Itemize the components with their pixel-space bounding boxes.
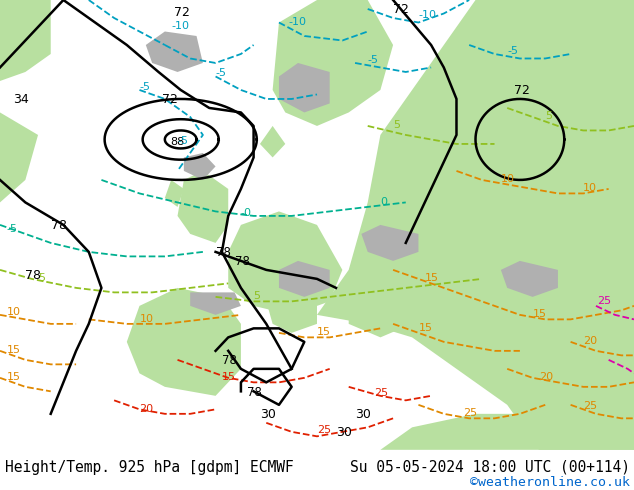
Text: 10: 10 — [583, 183, 597, 193]
Text: 0: 0 — [380, 196, 387, 207]
Polygon shape — [266, 252, 317, 333]
Polygon shape — [501, 261, 558, 297]
Text: 15: 15 — [418, 322, 432, 333]
Text: 15: 15 — [222, 372, 236, 382]
Text: 15: 15 — [6, 345, 20, 355]
Text: -5: -5 — [368, 55, 378, 65]
Text: 10: 10 — [139, 314, 153, 323]
Text: 78: 78 — [216, 246, 230, 259]
Text: 25: 25 — [583, 401, 597, 411]
Text: ©weatheronline.co.uk: ©weatheronline.co.uk — [470, 476, 630, 489]
Text: 15: 15 — [533, 309, 547, 319]
Text: 72: 72 — [393, 3, 409, 17]
Text: -10: -10 — [418, 10, 436, 20]
Text: 10: 10 — [501, 174, 515, 184]
Text: 72: 72 — [174, 6, 190, 19]
Polygon shape — [184, 153, 216, 180]
Text: 72: 72 — [162, 94, 178, 106]
Polygon shape — [146, 31, 203, 72]
Polygon shape — [178, 171, 228, 243]
Polygon shape — [349, 279, 412, 337]
Text: 88: 88 — [171, 137, 184, 147]
Text: -10: -10 — [171, 21, 189, 31]
Text: -5: -5 — [178, 136, 188, 146]
Text: 30: 30 — [260, 408, 276, 421]
Polygon shape — [165, 180, 184, 207]
Text: 25: 25 — [597, 295, 611, 306]
Polygon shape — [273, 0, 393, 126]
Text: 30: 30 — [336, 426, 352, 440]
Text: Su 05-05-2024 18:00 UTC (00+114): Su 05-05-2024 18:00 UTC (00+114) — [350, 460, 630, 475]
Text: 25: 25 — [463, 408, 477, 418]
Text: 5: 5 — [38, 273, 45, 283]
Text: Height/Temp. 925 hPa [gdpm] ECMWF: Height/Temp. 925 hPa [gdpm] ECMWF — [5, 460, 294, 475]
Text: 78: 78 — [222, 354, 236, 368]
Text: 15: 15 — [425, 273, 439, 283]
Polygon shape — [0, 113, 38, 202]
Text: 20: 20 — [583, 336, 597, 346]
Text: -5: -5 — [216, 69, 226, 78]
Text: -5: -5 — [139, 82, 150, 92]
Text: -5: -5 — [507, 46, 518, 56]
Text: 10: 10 — [6, 307, 20, 317]
Polygon shape — [317, 0, 634, 450]
Polygon shape — [380, 414, 634, 450]
Text: 25: 25 — [317, 425, 331, 435]
Text: 15: 15 — [6, 372, 20, 382]
Text: 72: 72 — [514, 84, 529, 98]
Text: -10: -10 — [288, 17, 306, 27]
Text: 15: 15 — [317, 327, 331, 337]
Text: 5: 5 — [393, 120, 400, 130]
Polygon shape — [260, 126, 285, 157]
Text: 34: 34 — [13, 94, 29, 106]
Polygon shape — [190, 293, 241, 315]
Polygon shape — [279, 261, 330, 297]
Text: 20: 20 — [539, 372, 553, 382]
Text: 78: 78 — [247, 386, 262, 399]
Text: 25: 25 — [374, 388, 388, 398]
Polygon shape — [0, 0, 51, 81]
Text: 30: 30 — [355, 408, 371, 421]
Text: -5: -5 — [6, 223, 17, 234]
Text: -0: -0 — [241, 208, 252, 218]
Polygon shape — [127, 288, 241, 396]
Polygon shape — [228, 211, 342, 315]
Polygon shape — [279, 63, 330, 113]
Text: 78: 78 — [25, 269, 41, 282]
Text: 78: 78 — [235, 255, 249, 269]
Polygon shape — [361, 225, 418, 261]
Text: 5: 5 — [254, 291, 261, 301]
Text: 5: 5 — [545, 111, 552, 121]
Text: 20: 20 — [139, 404, 153, 414]
Text: 78: 78 — [51, 220, 67, 232]
